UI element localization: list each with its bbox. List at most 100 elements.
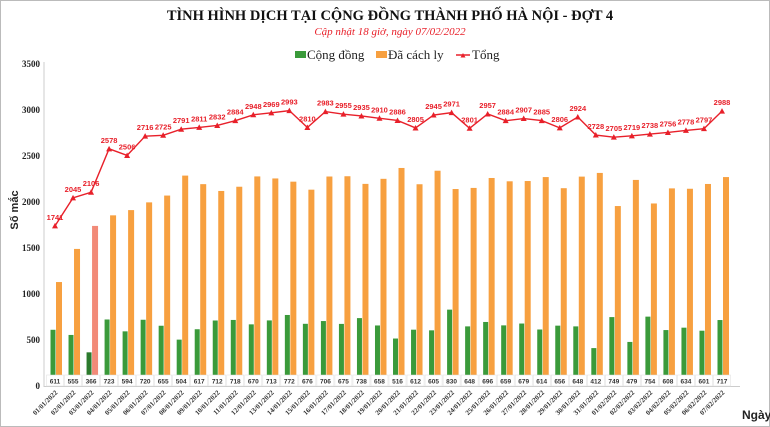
data-label-box-cong-dong — [208, 374, 226, 387]
bar-da-cach-ly — [632, 179, 639, 386]
data-label-cong-dong: 676 — [302, 379, 313, 386]
data-label-box-cong-dong — [64, 374, 82, 387]
line-tong — [54, 109, 723, 227]
bar-cong-dong — [104, 319, 110, 386]
y-tick-label: 3000 — [22, 105, 41, 115]
bar-cong-dong — [519, 323, 525, 386]
data-label-box-cong-dong — [136, 374, 154, 387]
point-tong — [232, 117, 239, 124]
data-label-cong-dong: 754 — [644, 379, 655, 386]
data-label-box-cong-dong — [569, 374, 587, 387]
bar-cong-dong — [609, 317, 615, 386]
data-label-tong: 2971 — [443, 100, 460, 109]
bar-cong-dong — [266, 320, 272, 386]
bar-cong-dong — [302, 323, 308, 386]
bar-da-cach-ly — [362, 183, 369, 386]
data-label-box-cong-dong — [442, 374, 461, 387]
bar-da-cach-ly — [344, 176, 351, 386]
bar-da-cach-ly — [560, 188, 567, 386]
bar-da-cach-ly — [723, 177, 729, 386]
point-tong — [646, 131, 653, 137]
point-tong — [178, 126, 185, 132]
data-label-cong-dong: 738 — [356, 379, 367, 386]
point-tong — [358, 112, 365, 119]
bar-cong-dong — [537, 329, 543, 386]
bar-da-cach-ly — [326, 176, 333, 386]
data-label-box-cong-dong — [244, 374, 263, 387]
point-tong — [628, 132, 635, 139]
point-tong — [124, 152, 131, 158]
data-label-box-cong-dong — [100, 374, 118, 387]
bar-cong-dong — [627, 341, 633, 386]
bar-cong-dong — [501, 325, 507, 386]
data-label-box-cong-dong — [370, 374, 389, 387]
data-label-box-cong-dong — [424, 374, 443, 387]
data-label-tong: 2791 — [173, 116, 190, 125]
data-label-cong-dong: 601 — [699, 379, 710, 386]
legend-swatch-cong-dong — [295, 51, 306, 58]
data-label-tong: 1741 — [47, 213, 64, 222]
bar-da-cach-ly — [164, 195, 171, 386]
data-label-cong-dong: 516 — [392, 379, 403, 386]
data-label-box-cong-dong — [388, 374, 407, 387]
bar-cong-dong — [591, 348, 597, 386]
data-label-cong-dong: 617 — [194, 379, 205, 386]
point-tong — [538, 117, 545, 124]
point-tong — [682, 127, 689, 133]
data-label-tong: 2884 — [227, 108, 245, 117]
y-axis-label: Số mắc — [8, 190, 21, 229]
legend-marker-tong — [460, 53, 466, 58]
data-label-tong: 2045 — [65, 185, 82, 194]
point-tong — [304, 124, 311, 130]
bar-cong-dong — [338, 323, 344, 386]
y-tick-label: 1000 — [22, 289, 41, 299]
data-label-tong: 2811 — [191, 114, 207, 123]
data-label-tong: 2756 — [660, 119, 677, 128]
data-label-box-cong-dong — [172, 374, 190, 387]
data-label-tong: 2884 — [497, 108, 515, 117]
y-tick-label: 3500 — [22, 59, 41, 69]
data-label-box-cong-dong — [316, 374, 335, 387]
data-label-box-cong-dong — [677, 374, 695, 387]
point-tong — [430, 112, 437, 118]
bar-cong-dong — [158, 325, 164, 386]
bar-cong-dong — [194, 329, 200, 386]
point-tong — [340, 111, 347, 117]
bar-da-cach-ly — [416, 184, 423, 386]
bar-da-cach-ly — [596, 172, 603, 386]
data-label-cong-dong: 706 — [320, 379, 331, 386]
bar-cong-dong — [717, 320, 723, 386]
data-label-box-cong-dong — [496, 374, 515, 387]
data-label-cong-dong: 655 — [158, 379, 169, 386]
data-label-box-cong-dong — [262, 374, 281, 387]
point-tong — [448, 109, 455, 116]
data-label-box-cong-dong — [82, 374, 100, 387]
bar-da-cach-ly — [542, 177, 549, 386]
bar-da-cach-ly — [254, 176, 261, 386]
legend-swatch-da-cach-ly — [376, 51, 387, 58]
data-label-box-cong-dong — [713, 374, 731, 387]
bar-cong-dong — [645, 316, 651, 386]
bar-da-cach-ly — [506, 181, 513, 386]
data-label-tong: 2738 — [642, 121, 659, 130]
bar-cong-dong — [86, 352, 92, 386]
bar-da-cach-ly — [578, 176, 585, 386]
bar-da-cach-ly — [452, 189, 459, 386]
data-label-cong-dong: 658 — [374, 379, 385, 386]
point-tong — [196, 124, 203, 130]
data-label-tong: 2578 — [101, 136, 118, 145]
data-label-tong: 2106 — [83, 179, 100, 188]
data-label-tong: 2810 — [299, 114, 316, 123]
point-tong — [719, 108, 725, 114]
data-label-box-cong-dong — [587, 374, 605, 387]
data-label-cong-dong: 648 — [572, 379, 583, 386]
data-label-cong-dong: 659 — [500, 379, 511, 386]
data-label-tong: 2728 — [587, 122, 604, 131]
data-label-tong: 2885 — [533, 108, 550, 117]
bar-da-cach-ly — [146, 202, 153, 386]
bar-cong-dong — [122, 331, 128, 386]
data-label-cong-dong: 611 — [50, 379, 61, 386]
legend-label-tong: Tổng — [472, 47, 500, 62]
point-tong — [160, 132, 167, 138]
chart-subtitle: Cập nhật 18 giờ, ngày 07/02/2022 — [314, 26, 466, 38]
